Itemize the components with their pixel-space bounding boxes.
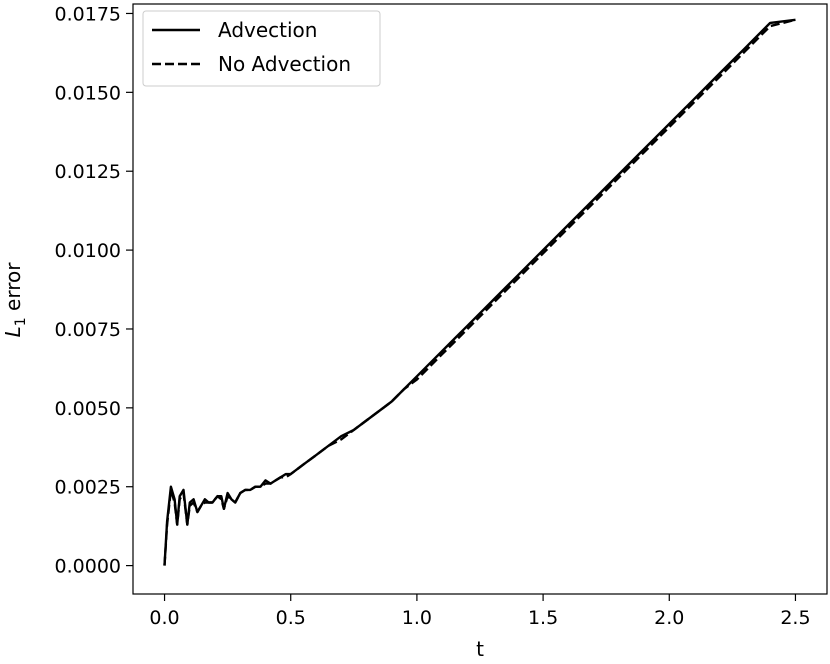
y-axis-label-subscript: 1 <box>13 317 29 326</box>
y-tick-label: 0.0025 <box>55 477 121 499</box>
x-tick-label: 1.0 <box>402 607 432 629</box>
legend-label-no-advection: No Advection <box>218 52 351 76</box>
series-line-advection <box>163 18 796 566</box>
y-axis-ticks: 0.0000 0.0025 0.0050 0.0075 0.0100 0.0125 0.01… <box>55 3 133 578</box>
x-tick-label: 0.0 <box>149 607 179 629</box>
series-layer <box>163 18 796 566</box>
y-tick-label: 0.0100 <box>55 240 121 262</box>
y-tick-label: 0.0175 <box>55 3 121 25</box>
y-tick-label: 0.0000 <box>55 556 121 578</box>
y-tick-label: 0.0075 <box>55 319 121 341</box>
x-tick-label: 2.0 <box>654 607 684 629</box>
y-axis-label-main: L <box>1 326 25 337</box>
legend: Advection No Advection <box>142 10 381 87</box>
plot-frame <box>132 3 828 595</box>
legend-box <box>142 10 381 87</box>
y-tick-label: 0.0125 <box>55 161 121 183</box>
x-axis-ticks: 0.0 0.5 1.0 1.5 2.0 2.5 <box>149 594 811 629</box>
y-axis-label-suffix: error <box>1 262 25 318</box>
x-tick-label: 1.5 <box>528 607 558 629</box>
y-tick-label: 0.0150 <box>55 82 121 104</box>
series-line-no-advection <box>163 18 796 566</box>
x-tick-label: 2.5 <box>780 607 810 629</box>
x-axis-label: t <box>476 637 484 661</box>
x-tick-label: 0.5 <box>276 607 306 629</box>
legend-label-advection: Advection <box>218 18 317 42</box>
y-axis-label: L1 error <box>1 262 29 338</box>
y-tick-label: 0.0050 <box>55 398 121 420</box>
